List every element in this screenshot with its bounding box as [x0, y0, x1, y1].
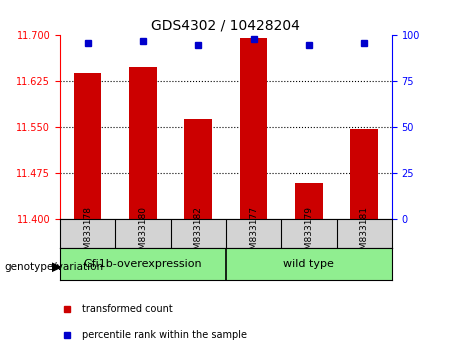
Polygon shape: [52, 263, 61, 272]
Text: GSM833182: GSM833182: [194, 206, 203, 261]
Bar: [74, 73, 101, 219]
Bar: [350, 129, 378, 219]
Bar: [295, 183, 323, 219]
Text: GSM833178: GSM833178: [83, 206, 92, 261]
Bar: [240, 39, 267, 219]
Text: GSM833180: GSM833180: [138, 206, 148, 261]
Text: percentile rank within the sample: percentile rank within the sample: [82, 330, 247, 339]
Bar: [129, 67, 157, 219]
Text: transformed count: transformed count: [82, 304, 173, 314]
Text: GSM833177: GSM833177: [249, 206, 258, 261]
Title: GDS4302 / 10428204: GDS4302 / 10428204: [152, 19, 300, 33]
Text: GSM833179: GSM833179: [304, 206, 313, 261]
Text: GSM833181: GSM833181: [360, 206, 369, 261]
Text: Gfi1b-overexpression: Gfi1b-overexpression: [83, 259, 202, 269]
Text: genotype/variation: genotype/variation: [5, 262, 104, 272]
Bar: [184, 119, 212, 219]
Text: wild type: wild type: [284, 259, 334, 269]
